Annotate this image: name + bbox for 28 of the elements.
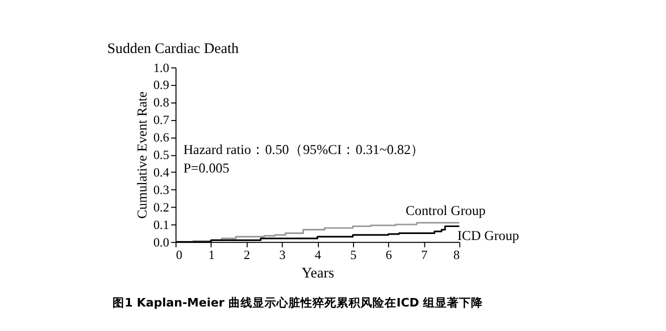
y-tick-label: 0.5 <box>153 148 170 162</box>
series-label: Control Group <box>406 202 486 218</box>
x-tick-label: 8 <box>453 248 460 262</box>
x-tick-label: 0 <box>176 248 182 262</box>
series-label: ICD Group <box>457 228 520 243</box>
y-tick-label: 0.4 <box>153 166 170 180</box>
x-tick-label: 3 <box>279 248 286 262</box>
chart-title: Sudden Cardiac Death <box>107 40 240 57</box>
x-tick-label: 2 <box>244 248 250 262</box>
caption: 图1 Kaplan-Meier 曲线显示心脏性猝死累积风险在ICD 组显著下降 <box>112 295 484 310</box>
y-tick-label: 0.0 <box>153 235 170 250</box>
x-tick-label: 5 <box>350 248 357 262</box>
x-tick-label: 6 <box>386 248 392 262</box>
y-axis-title: Cumulative Event Rate <box>134 92 150 219</box>
x-tick-label: 4 <box>314 248 322 262</box>
y-tick-label: 1.0 <box>153 60 170 75</box>
y-tick-label: 0.8 <box>153 96 170 110</box>
y-tick-label: 0.6 <box>153 130 170 145</box>
y-tick-label: 0.1 <box>153 218 170 232</box>
y-tick-label: 0.3 <box>153 182 170 197</box>
y-tick-label: 0.2 <box>153 200 170 214</box>
y-tick-label: 0.9 <box>153 78 170 92</box>
x-tick-label: 7 <box>421 248 428 262</box>
y-tick-label: 0.7 <box>153 113 170 128</box>
annotation: P=0.005 <box>183 160 230 176</box>
x-tick-label: 1 <box>208 248 215 262</box>
x-axis-title: Years <box>302 266 334 282</box>
annotation: Hazard ratio：0.50（95%CI：0.31~0.82） <box>183 142 425 158</box>
